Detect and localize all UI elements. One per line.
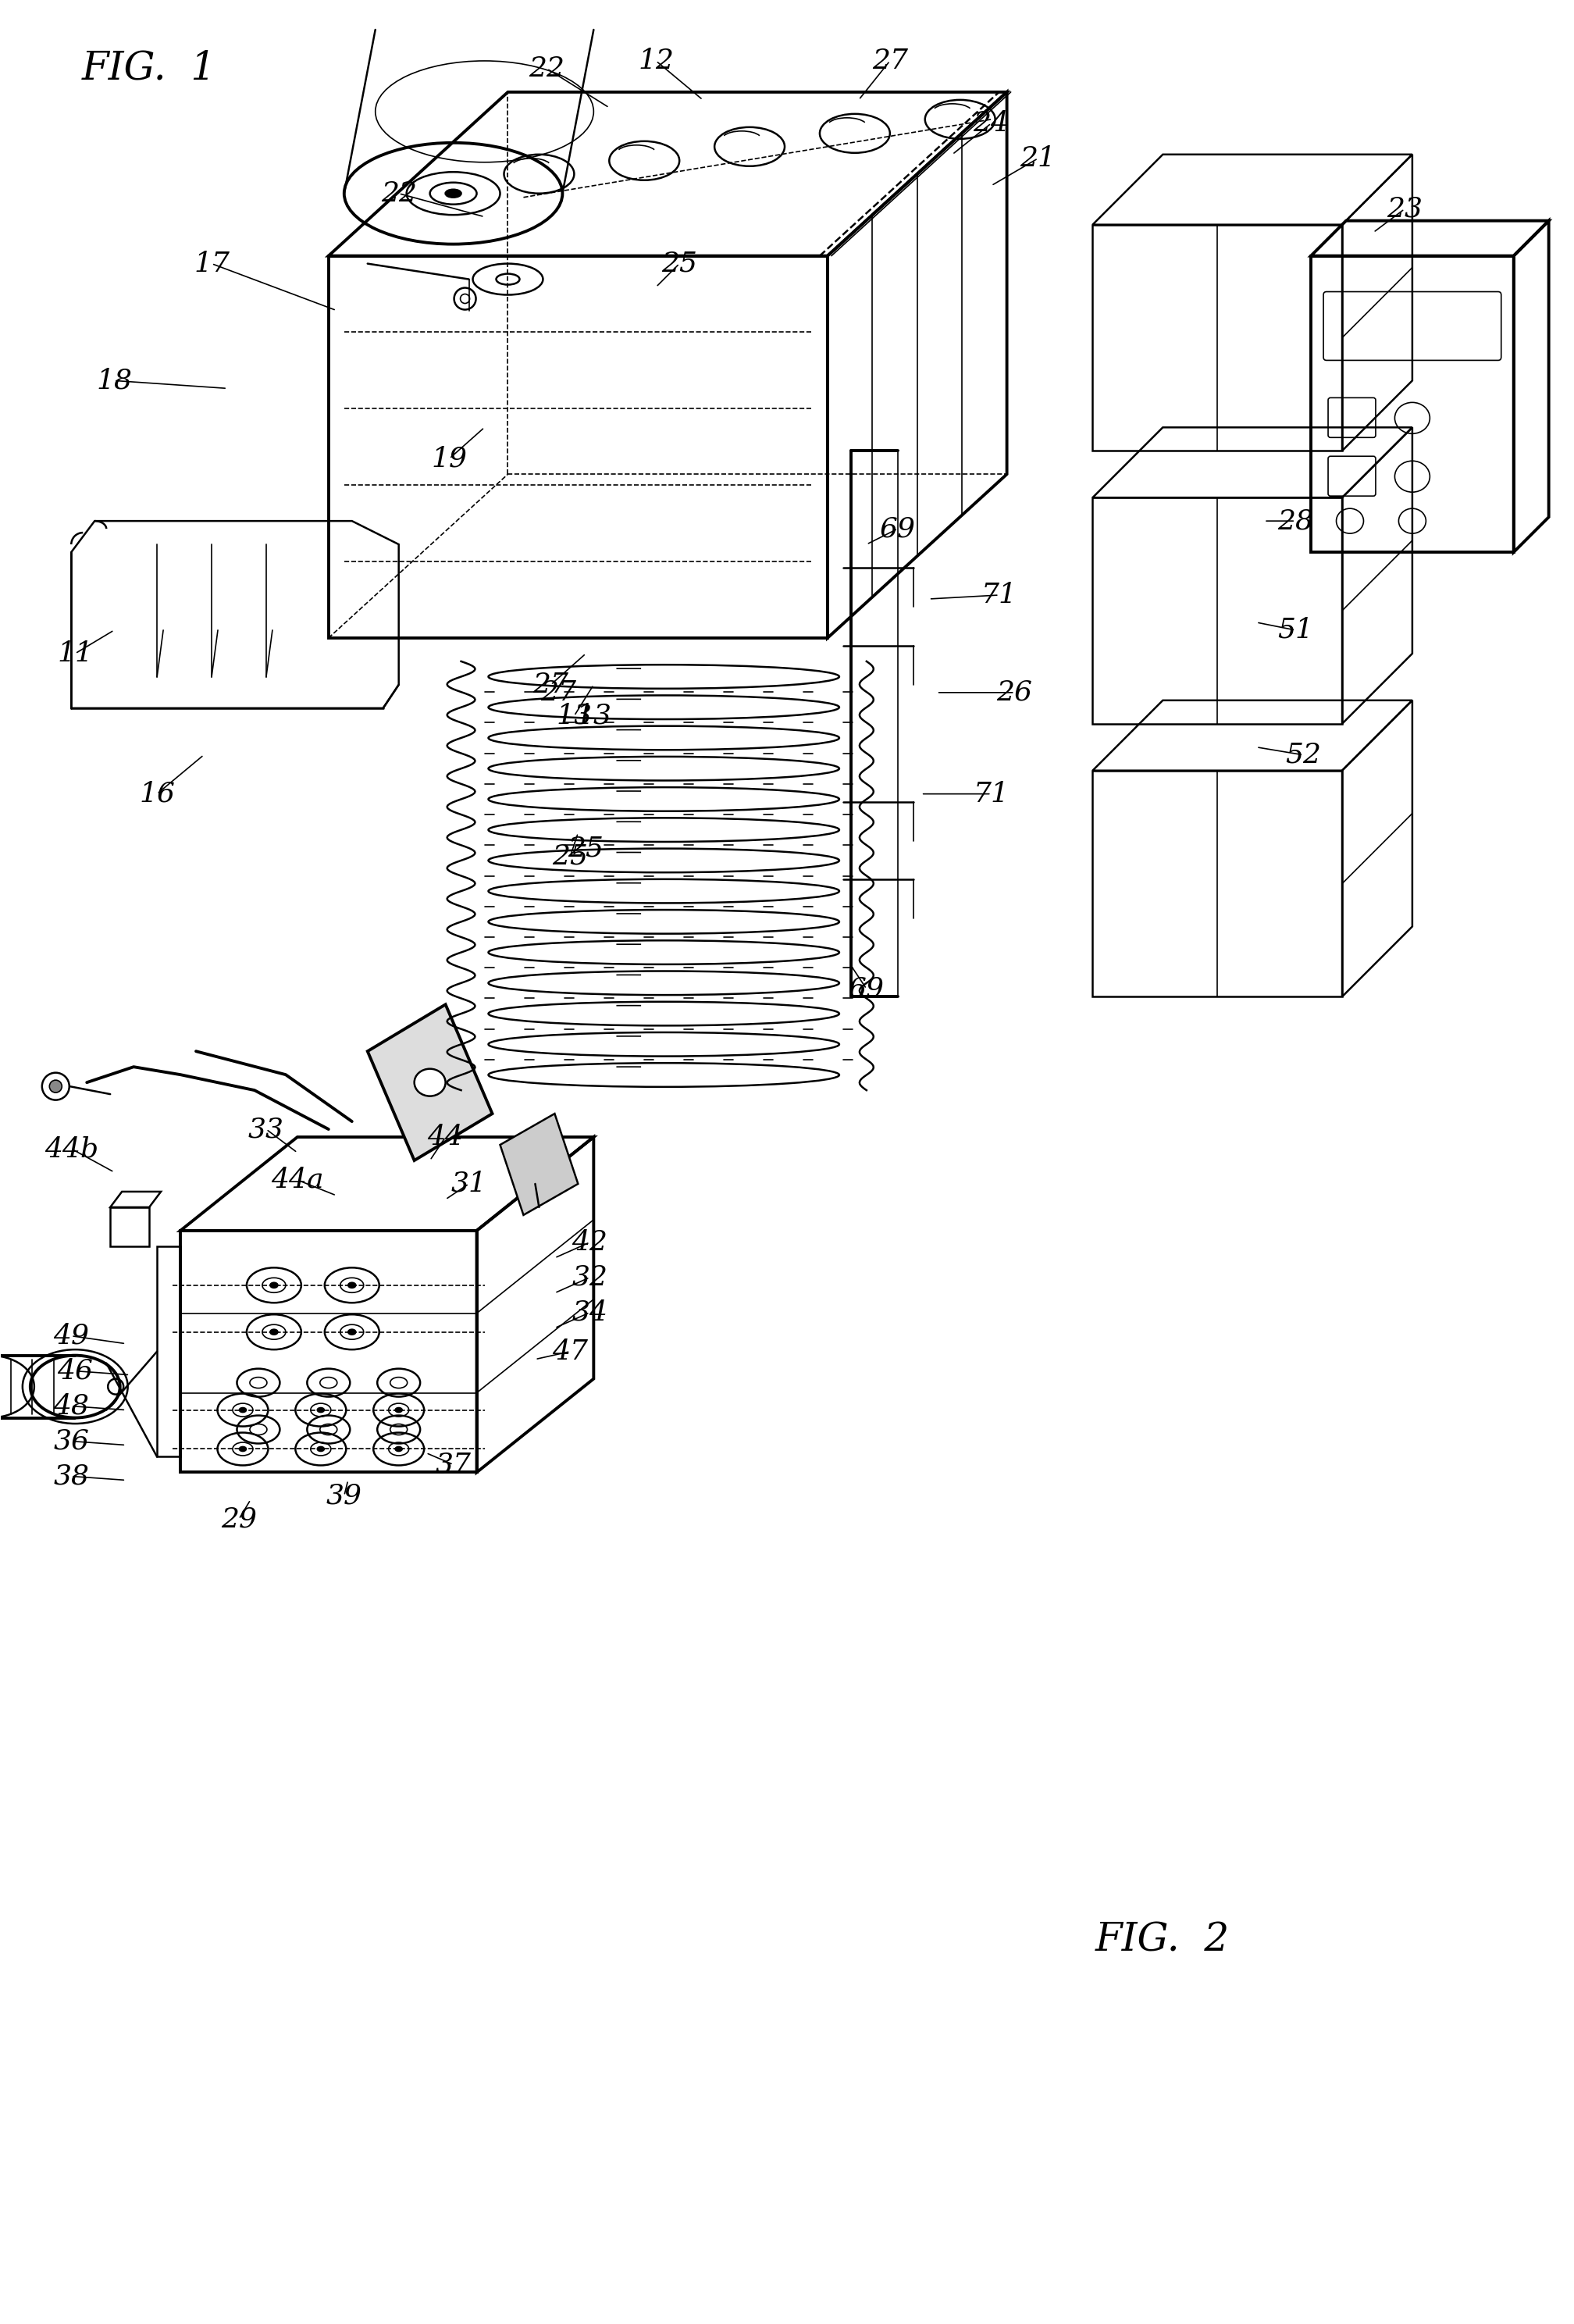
Text: 46: 46 — [57, 1357, 93, 1385]
Text: 69: 69 — [880, 516, 916, 541]
Text: 48: 48 — [54, 1392, 90, 1420]
Text: 27: 27 — [534, 672, 568, 697]
Polygon shape — [501, 1113, 578, 1215]
Text: 12: 12 — [637, 46, 674, 74]
Text: 28: 28 — [1278, 507, 1313, 535]
Text: 33: 33 — [249, 1116, 285, 1143]
Text: 36: 36 — [54, 1427, 90, 1455]
Text: 19: 19 — [431, 446, 467, 472]
Text: 42: 42 — [571, 1229, 608, 1255]
Ellipse shape — [414, 1069, 445, 1097]
Text: 25: 25 — [552, 844, 589, 869]
Text: 27: 27 — [872, 46, 908, 74]
Text: 49: 49 — [54, 1322, 90, 1350]
Ellipse shape — [271, 1329, 279, 1334]
Text: 44b: 44b — [44, 1136, 98, 1162]
Text: 44: 44 — [428, 1125, 463, 1150]
Ellipse shape — [395, 1408, 403, 1413]
Text: 69: 69 — [848, 976, 885, 1002]
Text: 44a: 44a — [271, 1167, 324, 1192]
Text: 24: 24 — [973, 109, 1009, 137]
Text: 31: 31 — [450, 1171, 486, 1197]
Text: 17: 17 — [194, 251, 230, 277]
Text: 26: 26 — [996, 679, 1033, 706]
Ellipse shape — [49, 1081, 61, 1092]
Text: 32: 32 — [571, 1264, 608, 1290]
Text: 11: 11 — [57, 641, 93, 667]
Ellipse shape — [318, 1408, 324, 1413]
Text: 51: 51 — [1278, 616, 1313, 644]
Ellipse shape — [445, 191, 461, 198]
Text: FIG.  2: FIG. 2 — [1096, 1922, 1229, 1959]
Ellipse shape — [239, 1408, 246, 1413]
Text: 22: 22 — [381, 181, 417, 207]
Text: 29: 29 — [220, 1506, 257, 1532]
Text: 34: 34 — [571, 1299, 608, 1325]
Ellipse shape — [239, 1446, 246, 1450]
Polygon shape — [368, 1004, 493, 1160]
Text: 21: 21 — [1020, 144, 1056, 172]
Ellipse shape — [318, 1446, 324, 1450]
Ellipse shape — [348, 1283, 356, 1287]
Text: 71: 71 — [981, 581, 1017, 609]
Text: 23: 23 — [1387, 195, 1423, 223]
Text: 25: 25 — [568, 834, 604, 862]
Ellipse shape — [348, 1329, 356, 1334]
Text: 38: 38 — [54, 1464, 90, 1490]
Text: 39: 39 — [326, 1483, 362, 1508]
Ellipse shape — [395, 1446, 403, 1450]
Text: 52: 52 — [1286, 741, 1321, 769]
Text: 18: 18 — [96, 367, 132, 393]
Text: 16: 16 — [139, 781, 175, 806]
Text: 27: 27 — [540, 679, 576, 706]
Text: FIG.  1: FIG. 1 — [82, 49, 217, 88]
Text: 13: 13 — [576, 702, 612, 730]
Ellipse shape — [271, 1283, 279, 1287]
Text: 22: 22 — [529, 56, 565, 81]
Text: 13: 13 — [556, 702, 592, 730]
Text: 47: 47 — [552, 1339, 589, 1364]
Text: 37: 37 — [436, 1450, 471, 1478]
Text: 71: 71 — [973, 781, 1009, 806]
Text: 25: 25 — [661, 251, 697, 277]
